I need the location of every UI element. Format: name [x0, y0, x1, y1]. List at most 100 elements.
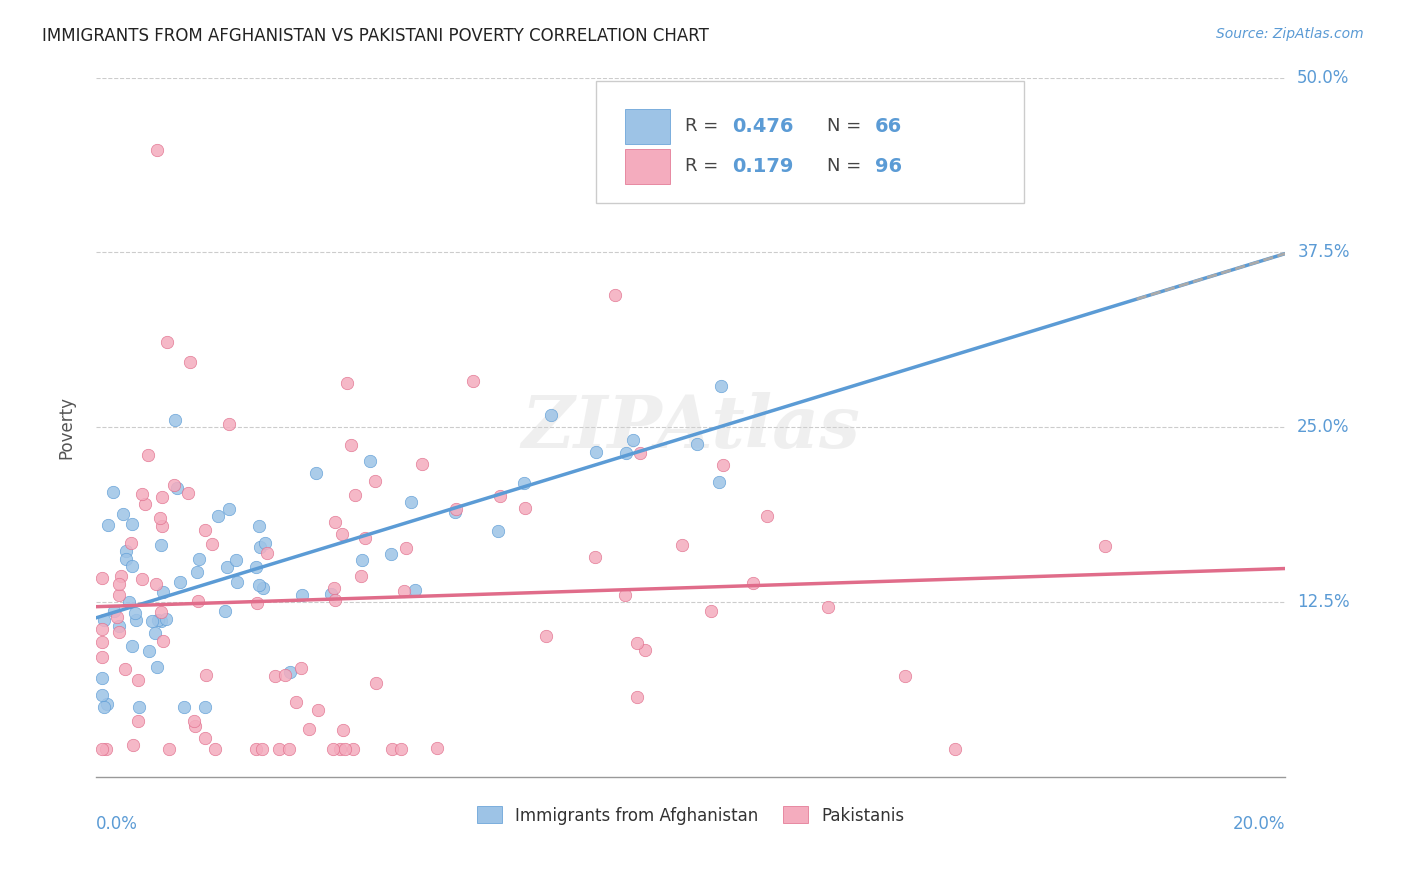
- Point: [108, 619, 131, 633]
- Point: [115, 544, 138, 558]
- Point: [111, 507, 134, 521]
- Point: [96, 697, 118, 711]
- Point: [616, 446, 638, 460]
- Point: [215, 559, 238, 574]
- Text: IMMIGRANTS FROM AFGHANISTAN VS PAKISTANI POVERTY CORRELATION CHART: IMMIGRANTS FROM AFGHANISTAN VS PAKISTANI…: [42, 27, 709, 45]
- Text: R =: R =: [685, 157, 724, 176]
- FancyBboxPatch shape: [626, 109, 671, 144]
- Point: [710, 379, 733, 393]
- Point: [127, 673, 149, 687]
- Text: 37.5%: 37.5%: [1298, 244, 1350, 261]
- Point: [444, 502, 467, 516]
- Point: [177, 486, 200, 500]
- Point: [128, 699, 150, 714]
- Point: [513, 500, 536, 515]
- Point: [125, 613, 148, 627]
- Point: [711, 458, 734, 472]
- Point: [166, 481, 188, 495]
- Point: [290, 661, 312, 675]
- Point: [817, 600, 839, 615]
- Point: [218, 417, 240, 431]
- Point: [583, 550, 606, 565]
- Point: [354, 531, 377, 545]
- Point: [250, 741, 273, 756]
- Point: [114, 662, 136, 676]
- Point: [225, 553, 247, 567]
- Point: [332, 723, 354, 737]
- Point: [267, 741, 290, 756]
- Point: [194, 668, 217, 682]
- Text: 50.0%: 50.0%: [1298, 69, 1350, 87]
- Point: [94, 741, 117, 756]
- Point: [105, 610, 128, 624]
- Point: [127, 714, 149, 728]
- Point: [103, 603, 125, 617]
- Point: [249, 540, 271, 554]
- Point: [245, 560, 267, 574]
- Point: [274, 667, 297, 681]
- Point: [91, 634, 114, 648]
- Point: [614, 588, 637, 602]
- Point: [381, 741, 404, 756]
- Point: [404, 583, 426, 598]
- Text: ZIPAtlas: ZIPAtlas: [522, 392, 860, 463]
- Point: [319, 587, 342, 601]
- Text: 96: 96: [875, 157, 903, 176]
- Legend: Immigrants from Afghanistan, Pakistanis: Immigrants from Afghanistan, Pakistanis: [470, 800, 911, 831]
- Point: [146, 659, 169, 673]
- Point: [246, 596, 269, 610]
- Point: [91, 688, 114, 702]
- Point: [122, 738, 145, 752]
- Point: [247, 578, 270, 592]
- Point: [443, 504, 465, 518]
- Point: [146, 143, 169, 157]
- Point: [124, 607, 146, 621]
- Point: [395, 541, 418, 555]
- Point: [173, 699, 195, 714]
- Point: [121, 639, 143, 653]
- Point: [1094, 539, 1116, 553]
- Point: [163, 413, 186, 427]
- Point: [277, 741, 299, 756]
- Point: [149, 511, 172, 525]
- Point: [245, 741, 267, 756]
- Point: [352, 553, 374, 567]
- Point: [163, 478, 186, 492]
- Point: [155, 612, 177, 626]
- Point: [322, 741, 344, 756]
- FancyBboxPatch shape: [626, 149, 671, 184]
- Point: [150, 490, 173, 504]
- Point: [323, 581, 346, 595]
- Point: [513, 475, 536, 490]
- Point: [152, 634, 174, 648]
- Point: [157, 741, 180, 756]
- Point: [585, 445, 607, 459]
- Point: [108, 625, 131, 640]
- Point: [297, 723, 319, 737]
- Text: 66: 66: [875, 117, 903, 136]
- Point: [110, 569, 132, 583]
- Text: 25.0%: 25.0%: [1298, 418, 1350, 436]
- Point: [628, 446, 651, 460]
- Point: [894, 669, 917, 683]
- Text: N =: N =: [827, 118, 868, 136]
- Point: [149, 538, 172, 552]
- Point: [264, 669, 287, 683]
- Point: [461, 374, 484, 388]
- Point: [364, 676, 387, 690]
- Text: Source: ZipAtlas.com: Source: ZipAtlas.com: [1216, 27, 1364, 41]
- Point: [120, 536, 142, 550]
- Point: [344, 488, 367, 502]
- Point: [634, 643, 657, 657]
- Point: [194, 699, 217, 714]
- Point: [323, 515, 346, 529]
- Point: [399, 495, 422, 509]
- Point: [201, 537, 224, 551]
- Point: [188, 552, 211, 566]
- Text: R =: R =: [685, 118, 724, 136]
- Point: [107, 588, 129, 602]
- Point: [284, 695, 307, 709]
- Point: [186, 565, 208, 579]
- Point: [291, 588, 314, 602]
- Point: [329, 741, 352, 756]
